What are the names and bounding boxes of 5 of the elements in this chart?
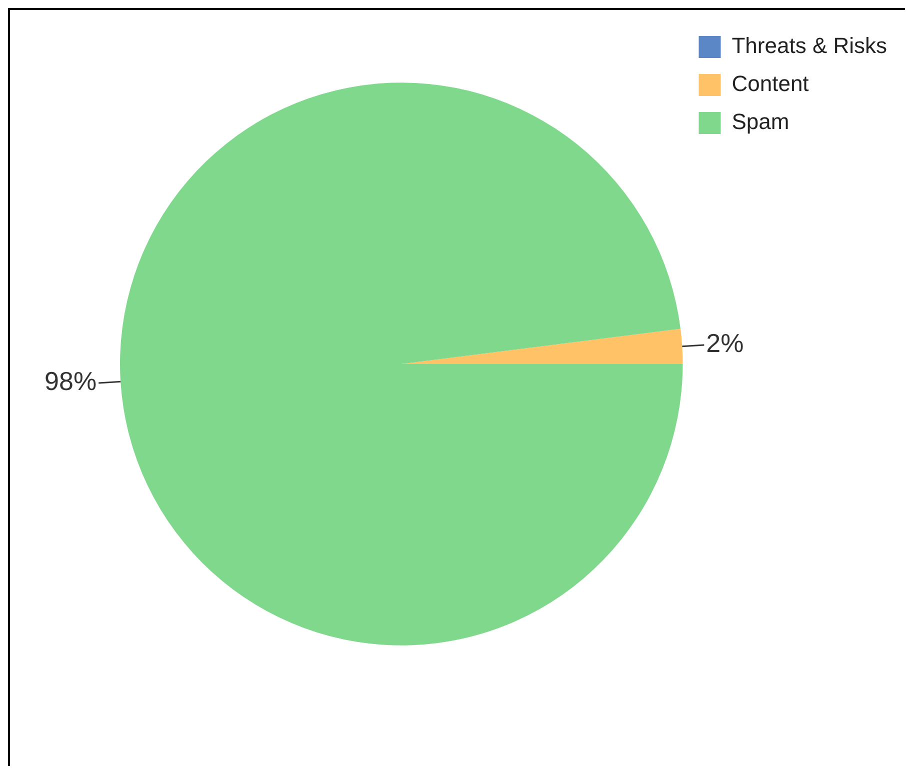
legend-label: Threats & Risks bbox=[732, 33, 888, 58]
legend-label: Content bbox=[732, 71, 809, 96]
data-label: 2% bbox=[706, 328, 744, 358]
data-label: 98% bbox=[44, 366, 97, 396]
legend-label: Spam bbox=[732, 109, 790, 134]
